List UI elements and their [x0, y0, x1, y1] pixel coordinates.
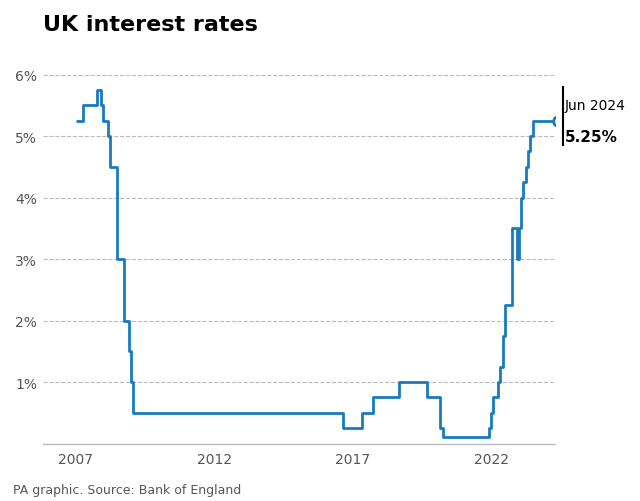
Text: UK interest rates: UK interest rates: [42, 15, 257, 35]
Text: 5.25%: 5.25%: [564, 129, 618, 144]
Text: PA graphic. Source: Bank of England: PA graphic. Source: Bank of England: [13, 483, 241, 496]
Text: Jun 2024: Jun 2024: [564, 99, 625, 113]
